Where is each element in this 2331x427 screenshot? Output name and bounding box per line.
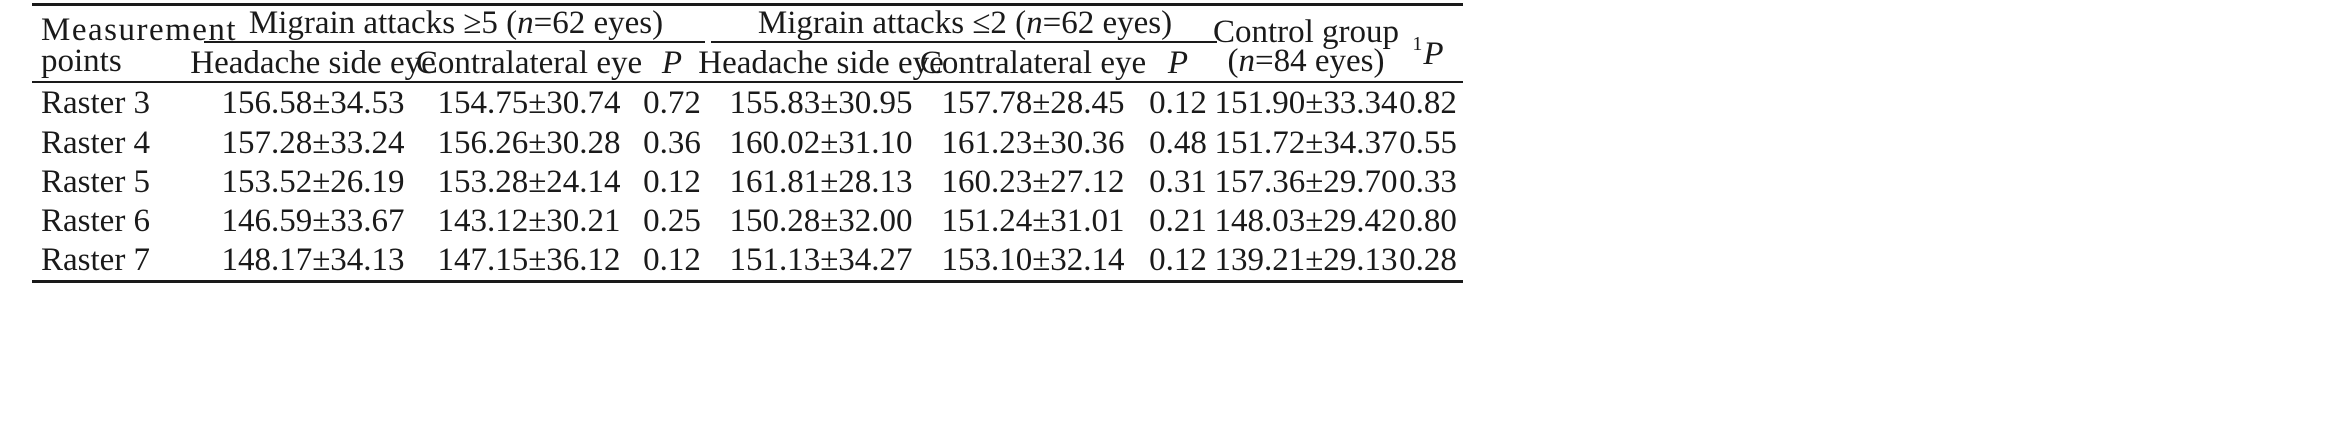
cell-control: 157.36±29.70 <box>1214 164 1398 200</box>
cell-g2-headache: 150.28±32.00 <box>729 203 913 239</box>
header-measurement-points: Measurement <box>41 12 238 48</box>
cell-g2-p: 0.21 <box>1149 203 1207 239</box>
header-p1: 1P <box>1412 33 1444 72</box>
header-rule <box>32 81 1463 83</box>
subheader-g1-headache: Headache side eye <box>190 45 436 81</box>
header-group2: Migrain attacks ≤2 (n=62 eyes) <box>757 5 1173 41</box>
subheader-g2-contralateral: Contralateral eye <box>919 45 1147 81</box>
cell-g2-contra: 157.78±28.45 <box>941 85 1125 121</box>
cell-control: 139.21±29.13 <box>1214 242 1398 278</box>
cell-p1: 0.55 <box>1399 125 1457 161</box>
cell-g2-contra: 160.23±27.12 <box>941 164 1125 200</box>
group2-underline <box>711 41 1217 43</box>
cell-g2-contra: 151.24±31.01 <box>941 203 1125 239</box>
cell-g2-p: 0.48 <box>1149 125 1207 161</box>
cell-g1-contra: 153.28±24.14 <box>437 164 621 200</box>
cell-point: Raster 3 <box>41 85 151 121</box>
cell-g1-headache: 157.28±33.24 <box>221 125 405 161</box>
header-control-group-n: (n=84 eyes) <box>1227 43 1385 79</box>
cell-g1-headache: 148.17±34.13 <box>221 242 405 278</box>
cell-p1: 0.80 <box>1399 203 1457 239</box>
cell-g2-headache: 155.83±30.95 <box>729 85 913 121</box>
header-measurement-points-line2: points <box>41 43 122 79</box>
subheader-g1-contralateral: Contralateral eye <box>415 45 643 81</box>
subheader-g2-headache: Headache side eye <box>698 45 944 81</box>
header-control-group: Control group <box>1212 14 1400 50</box>
cell-g2-contra: 153.10±32.14 <box>941 242 1125 278</box>
cell-g2-p: 0.12 <box>1149 85 1207 121</box>
cell-g1-p: 0.12 <box>643 164 701 200</box>
cell-control: 148.03±29.42 <box>1214 203 1398 239</box>
top-rule <box>32 3 1463 6</box>
cell-p1: 0.28 <box>1399 242 1457 278</box>
cell-g1-headache: 156.58±34.53 <box>221 85 405 121</box>
cell-g2-headache: 151.13±34.27 <box>729 242 913 278</box>
cell-p1: 0.33 <box>1399 164 1457 200</box>
cell-g1-headache: 153.52±26.19 <box>221 164 405 200</box>
subheader-g1-p: P <box>661 45 683 81</box>
cell-g1-p: 0.25 <box>643 203 701 239</box>
cell-g2-headache: 160.02±31.10 <box>729 125 913 161</box>
cell-g2-contra: 161.23±30.36 <box>941 125 1125 161</box>
header-group1: Migrain attacks ≥5 (n=62 eyes) <box>248 5 664 41</box>
cell-g1-contra: 143.12±30.21 <box>437 203 621 239</box>
cell-point: Raster 7 <box>41 242 151 278</box>
cell-g1-contra: 147.15±36.12 <box>437 242 621 278</box>
cell-g2-p: 0.31 <box>1149 164 1207 200</box>
cell-g1-contra: 154.75±30.74 <box>437 85 621 121</box>
cell-g1-p: 0.36 <box>643 125 701 161</box>
cell-point: Raster 4 <box>41 125 151 161</box>
group1-underline <box>204 41 705 43</box>
cell-g1-p: 0.72 <box>643 85 701 121</box>
cell-g1-contra: 156.26±30.28 <box>437 125 621 161</box>
cell-g1-headache: 146.59±33.67 <box>221 203 405 239</box>
cell-point: Raster 6 <box>41 203 151 239</box>
bottom-rule <box>32 280 1463 283</box>
cell-g2-p: 0.12 <box>1149 242 1207 278</box>
cell-point: Raster 5 <box>41 164 151 200</box>
cell-g1-p: 0.12 <box>643 242 701 278</box>
cell-control: 151.72±34.37 <box>1214 125 1398 161</box>
cell-g2-headache: 161.81±28.13 <box>729 164 913 200</box>
cell-p1: 0.82 <box>1399 85 1457 121</box>
subheader-g2-p: P <box>1167 45 1189 81</box>
cell-control: 151.90±33.34 <box>1214 85 1398 121</box>
